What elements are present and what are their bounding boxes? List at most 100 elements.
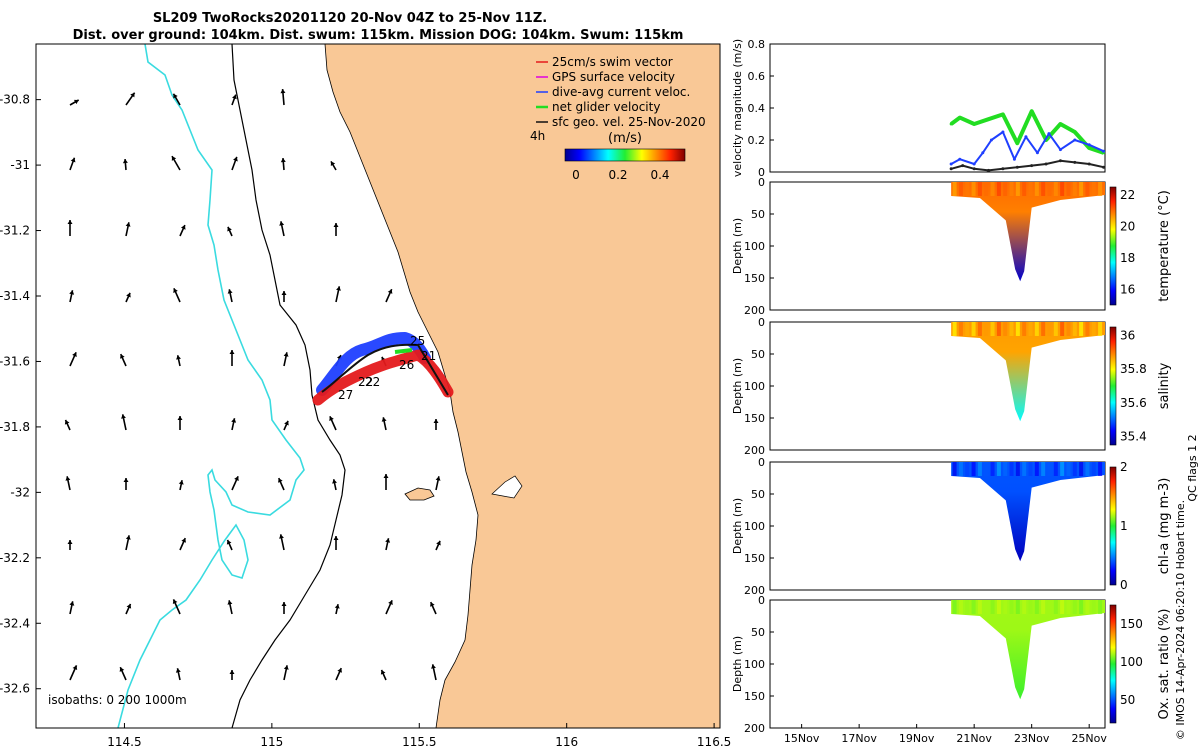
y-tick-label: -31.6 xyxy=(0,354,30,368)
velocity-point xyxy=(958,116,962,120)
figure-title-line2: Dist. over ground: 104km. Dist. swum: 11… xyxy=(73,28,684,43)
y-tick-label: -30.8 xyxy=(0,93,30,107)
profile-cell xyxy=(1034,600,1039,614)
velocity-point xyxy=(958,157,962,161)
velocity-arrow xyxy=(227,226,233,237)
profile-cell xyxy=(977,600,982,614)
profile-cell xyxy=(1047,462,1052,476)
profile-cell xyxy=(1098,600,1103,614)
velocity-arrow xyxy=(69,601,75,615)
profile-cell xyxy=(1060,322,1065,336)
profile-panel: 0 50 100 150 200 Depth (m) 35.4 35.6 35.8 36 salin… xyxy=(731,316,1172,457)
profile-cell xyxy=(1009,322,1014,336)
y-tick-label: 50 xyxy=(751,208,765,221)
colorbar-tick: 2 xyxy=(1120,460,1128,474)
y-tick-label: 200 xyxy=(744,444,765,457)
y-tick-label: -32.2 xyxy=(0,551,30,565)
profile-cell xyxy=(958,462,963,476)
profile-cell xyxy=(996,462,1001,476)
profile-cell xyxy=(965,462,970,476)
velocity-point xyxy=(972,167,976,171)
velocity-arrow xyxy=(333,223,339,236)
velocity-arrow xyxy=(67,220,73,236)
time-tick-label: 19Nov xyxy=(899,732,935,745)
velocity-arrow xyxy=(335,667,343,681)
profile-cell xyxy=(952,322,957,336)
velocity-arrow xyxy=(172,599,181,615)
velocity-arrow xyxy=(283,665,289,681)
y-tick-label: 0.8 xyxy=(748,38,766,51)
time-tick-label: 25Nov xyxy=(1071,732,1107,745)
velocity-arrow xyxy=(69,157,76,171)
velocity-arrow xyxy=(231,94,237,106)
profile-cell xyxy=(1015,322,1020,336)
profile-cell xyxy=(971,462,976,476)
profile-cell xyxy=(1060,600,1065,614)
velocity-point xyxy=(1001,167,1005,171)
y-tick-label: 150 xyxy=(744,690,765,703)
velocity-point xyxy=(989,138,993,142)
time-tick-label: 21Nov xyxy=(956,732,992,745)
profile-cell xyxy=(1098,462,1103,476)
velocity-arrow xyxy=(283,352,289,367)
velocity-series xyxy=(949,109,1106,172)
profile-cell xyxy=(1003,322,1008,336)
colorbar-tick: 36 xyxy=(1120,328,1135,342)
profile-cell xyxy=(1022,600,1027,614)
legend-label: sfc geo. vel. 25-Nov-2020 xyxy=(552,115,706,129)
velocity-series-line xyxy=(950,131,1105,165)
profile-frame xyxy=(769,461,1106,591)
colorbar-tick: 16 xyxy=(1120,282,1135,296)
profile-cell xyxy=(1034,322,1039,336)
velocity-point xyxy=(1030,109,1034,113)
profile-ylabel: Depth (m) xyxy=(731,218,744,274)
map-colorbar xyxy=(564,148,686,162)
y-tick-label: 0 xyxy=(758,166,765,179)
legend-gps-velocity: GPS surface velocity xyxy=(536,70,675,84)
velocity-point xyxy=(1001,112,1005,116)
profile-cell xyxy=(1091,322,1096,336)
legend-net-velocity: net glider velocity xyxy=(536,100,660,114)
velocity-point xyxy=(1102,149,1106,153)
velocity-series-line xyxy=(950,109,1105,155)
velocity-point xyxy=(1012,157,1016,161)
track-day-label: 27 xyxy=(338,388,353,402)
velocity-point xyxy=(1047,132,1051,136)
velocity-arrow xyxy=(283,420,289,431)
velocity-arrow xyxy=(385,288,393,303)
profile-cell xyxy=(1066,462,1071,476)
velocity-arrow xyxy=(231,475,239,491)
y-tick-label: -31.2 xyxy=(0,224,30,238)
credit-note: © IMOS 14-Apr-2024 06:20:10 Hobart time. xyxy=(1174,500,1187,740)
y-tick-label: 0 xyxy=(758,594,765,607)
velocity-arrow xyxy=(330,160,337,171)
velocity-point xyxy=(972,122,976,126)
profile-colorbar xyxy=(1109,186,1117,306)
profile-cell xyxy=(1072,322,1077,336)
y-tick-label: -31 xyxy=(10,158,30,172)
profile-ylabel: Depth (m) xyxy=(731,636,744,692)
profile-cell xyxy=(977,462,982,476)
velocity-y-axis: 0 0.2 0.4 0.6 0.8 xyxy=(748,38,774,179)
velocity-arrow xyxy=(226,539,233,551)
legend-dive-avg: dive-avg current veloc. xyxy=(536,85,690,99)
velocity-arrow xyxy=(125,92,136,106)
profile-cell xyxy=(1091,600,1096,614)
colorbar-tick: 35.8 xyxy=(1120,362,1147,376)
y-tick-label: 100 xyxy=(744,520,765,533)
estuary xyxy=(491,475,523,499)
legend-swim-vector: 25cm/s swim vector xyxy=(536,55,673,69)
velocity-arrow xyxy=(380,669,387,681)
y-tick-label: 100 xyxy=(744,240,765,253)
velocity-arrow xyxy=(179,224,186,237)
velocity-arrow xyxy=(69,351,77,367)
colorbar-title: (m/s) xyxy=(608,131,642,146)
profile-cell xyxy=(1041,600,1046,614)
profile-cell xyxy=(1041,182,1046,196)
velocity-panel: 0 0.2 0.4 0.6 0.8 velocity magnitude (m/s) xyxy=(731,38,1106,179)
profile-cell xyxy=(1060,462,1065,476)
figure-title-line1: SL209 TwoRocks20201120 20-Nov 04Z to 25-… xyxy=(153,11,547,26)
profile-cell xyxy=(952,600,957,614)
